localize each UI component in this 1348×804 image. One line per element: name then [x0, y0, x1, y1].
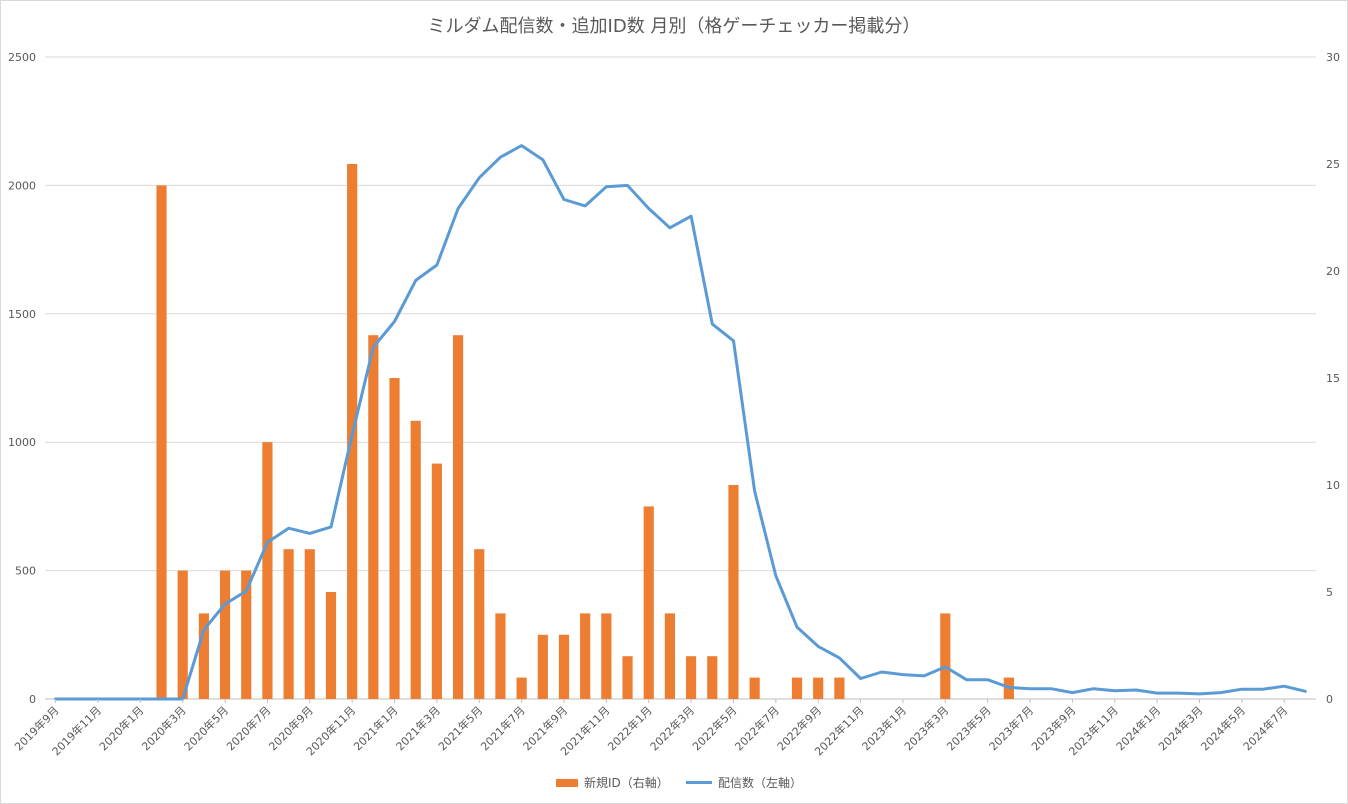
bar	[601, 613, 612, 699]
bar	[686, 656, 697, 699]
bar	[707, 656, 718, 699]
bar	[156, 185, 167, 699]
series-line	[54, 144, 1307, 701]
bar	[643, 506, 654, 699]
bar	[834, 677, 845, 699]
x-tick-label: 2022年1月	[605, 703, 655, 753]
y-left-tick-label: 0	[29, 693, 36, 706]
bar	[410, 420, 421, 699]
bar	[368, 335, 379, 699]
bar	[495, 613, 506, 699]
y-right-tick-label: 15	[1326, 372, 1340, 385]
y-left-tick-label: 1500	[8, 308, 36, 321]
x-tick-label: 2020年7月	[223, 703, 273, 753]
x-tick-label: 2024年7月	[1240, 703, 1290, 753]
bar	[304, 549, 315, 699]
bar	[558, 634, 570, 699]
x-tick-label: 2021年7月	[478, 703, 528, 753]
x-tick-label: 2024年1月	[1113, 703, 1163, 753]
bar	[452, 335, 464, 699]
bar	[198, 613, 209, 699]
x-tick-label: 2022年5月	[689, 703, 739, 753]
bar	[622, 656, 633, 699]
y-left-tick-label: 500	[15, 565, 36, 578]
legend-swatch-bar	[556, 778, 578, 787]
x-tick-label: 2021年5月	[435, 703, 485, 753]
bar	[749, 677, 760, 699]
y-left-tick-label: 1000	[8, 436, 36, 449]
x-tick-label: 2023年3月	[901, 703, 951, 753]
bar	[431, 463, 442, 699]
legend-item-streams: 配信数（左軸）	[686, 774, 802, 791]
x-tick-label: 2023年1月	[859, 703, 909, 753]
x-tick-label: 2021年1月	[350, 703, 400, 753]
bar	[474, 549, 485, 699]
x-tick-label: 2024年5月	[1198, 703, 1248, 753]
bar	[219, 570, 231, 699]
legend-label-new-id: 新規ID（右軸）	[584, 776, 669, 790]
x-tick-label: 2020年5月	[181, 703, 231, 753]
bar	[516, 677, 527, 699]
y-left-tick-label: 2500	[8, 51, 36, 64]
bar	[241, 570, 252, 699]
x-tick-label: 2023年5月	[944, 703, 994, 753]
x-tick-label: 2020年1月	[96, 703, 146, 753]
bar	[791, 677, 803, 699]
y-right-tick-label: 0	[1326, 693, 1333, 706]
x-tick-label: 2022年3月	[647, 703, 697, 753]
legend-label-streams: 配信数（左軸）	[718, 776, 803, 790]
x-tick-label: 2020年3月	[139, 703, 189, 753]
bar	[813, 677, 824, 699]
y-right-tick-label: 5	[1326, 586, 1333, 599]
y-right-tick-label: 25	[1326, 158, 1340, 171]
legend-swatch-line	[686, 781, 712, 784]
bar	[940, 613, 951, 699]
x-tick-label: 2024年3月	[1155, 703, 1205, 753]
bar	[728, 485, 739, 699]
bar	[389, 378, 400, 699]
bar	[262, 442, 273, 699]
x-tick-label: 2023年7月	[986, 703, 1036, 753]
legend-item-new-id: 新規ID（右軸）	[556, 774, 669, 791]
bar	[325, 592, 337, 699]
bar	[177, 570, 188, 699]
bar	[537, 634, 548, 699]
y-left-tick-label: 2000	[8, 179, 36, 192]
y-right-tick-label: 10	[1326, 479, 1340, 492]
bar	[664, 613, 675, 699]
bar	[580, 613, 591, 699]
bar	[283, 549, 294, 699]
y-right-tick-label: 30	[1326, 51, 1340, 64]
chart-title: ミルダム配信数・追加ID数 月別（格ゲーチェッカー掲載分）	[427, 16, 921, 37]
x-tick-label: 2021年3月	[393, 703, 443, 753]
x-tick-label: 2022年7月	[732, 703, 782, 753]
y-right-tick-label: 20	[1326, 265, 1340, 278]
